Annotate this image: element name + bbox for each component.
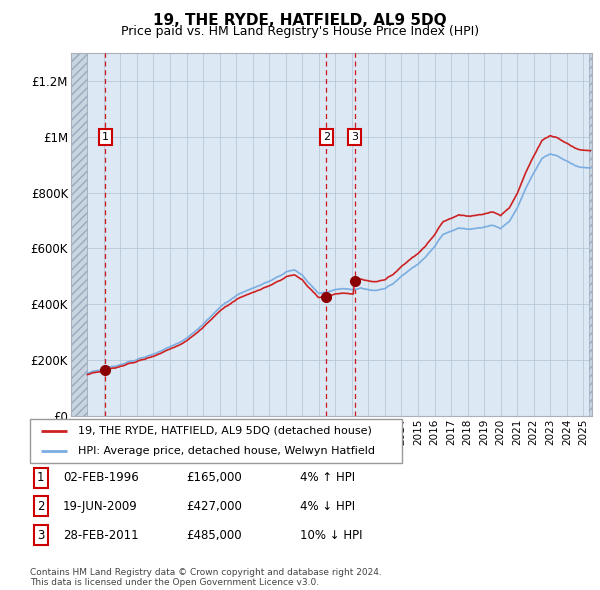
Text: £427,000: £427,000 [186, 500, 242, 513]
Text: 1: 1 [37, 471, 44, 484]
Bar [71, 53, 88, 416]
Text: 3: 3 [351, 132, 358, 142]
Text: 4% ↓ HPI: 4% ↓ HPI [300, 500, 355, 513]
Text: 28-FEB-2011: 28-FEB-2011 [63, 529, 139, 542]
Text: 1: 1 [102, 132, 109, 142]
Text: 2: 2 [323, 132, 330, 142]
Text: 10% ↓ HPI: 10% ↓ HPI [300, 529, 362, 542]
Text: 4% ↑ HPI: 4% ↑ HPI [300, 471, 355, 484]
Text: £165,000: £165,000 [186, 471, 242, 484]
Text: 3: 3 [37, 529, 44, 542]
Text: HPI: Average price, detached house, Welwyn Hatfield: HPI: Average price, detached house, Welw… [79, 446, 376, 456]
Text: 02-FEB-1996: 02-FEB-1996 [63, 471, 139, 484]
Text: Price paid vs. HM Land Registry's House Price Index (HPI): Price paid vs. HM Land Registry's House … [121, 25, 479, 38]
Text: 19-JUN-2009: 19-JUN-2009 [63, 500, 138, 513]
Bar [589, 53, 592, 416]
Text: £485,000: £485,000 [186, 529, 242, 542]
Text: Contains HM Land Registry data © Crown copyright and database right 2024.
This d: Contains HM Land Registry data © Crown c… [30, 568, 382, 587]
Text: 2: 2 [37, 500, 44, 513]
Text: 19, THE RYDE, HATFIELD, AL9 5DQ: 19, THE RYDE, HATFIELD, AL9 5DQ [153, 13, 447, 28]
Text: 19, THE RYDE, HATFIELD, AL9 5DQ (detached house): 19, THE RYDE, HATFIELD, AL9 5DQ (detache… [79, 426, 372, 436]
